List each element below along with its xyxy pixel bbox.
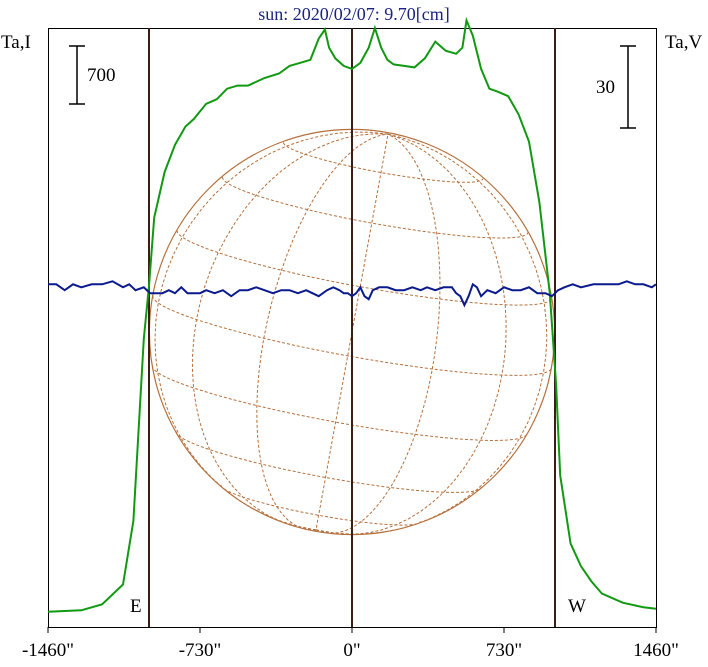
x-tick-label: -730" — [179, 640, 222, 661]
limb-label-west: W — [568, 596, 586, 617]
x-tick-label: 0" — [343, 640, 360, 661]
left-scale-bar — [69, 45, 85, 105]
right-axis-label: Ta,V — [665, 32, 702, 53]
longitude-line — [315, 133, 507, 535]
x-tick-label: 730" — [486, 640, 522, 661]
longitude-line — [256, 133, 389, 531]
latitude-line — [283, 142, 484, 183]
longitude-line — [154, 131, 389, 531]
latitude-line — [152, 295, 552, 376]
limb-label-east: E — [130, 596, 142, 617]
right-scale-bar-value: 30 — [596, 77, 615, 98]
longitude-line — [315, 134, 389, 532]
chart-title: sun: 2020/02/07: 9.70[cm] — [258, 4, 450, 24]
series-line-polarization — [48, 280, 657, 308]
longitude-line — [315, 133, 441, 534]
x-tick-label: -1460" — [22, 640, 74, 661]
latitude-line — [220, 485, 421, 526]
longitude-line — [315, 133, 548, 535]
series-line-intensity — [47, 16, 657, 613]
x-axis-ticks: -1460" -730" 0" 730" 1460" — [22, 627, 679, 661]
longitude-line — [191, 133, 389, 531]
right-scale-bar — [620, 45, 636, 129]
left-scale-bar-value: 700 — [87, 65, 116, 86]
left-axis-label: Ta,I — [1, 32, 31, 53]
x-tick-label: 1460" — [633, 640, 679, 661]
